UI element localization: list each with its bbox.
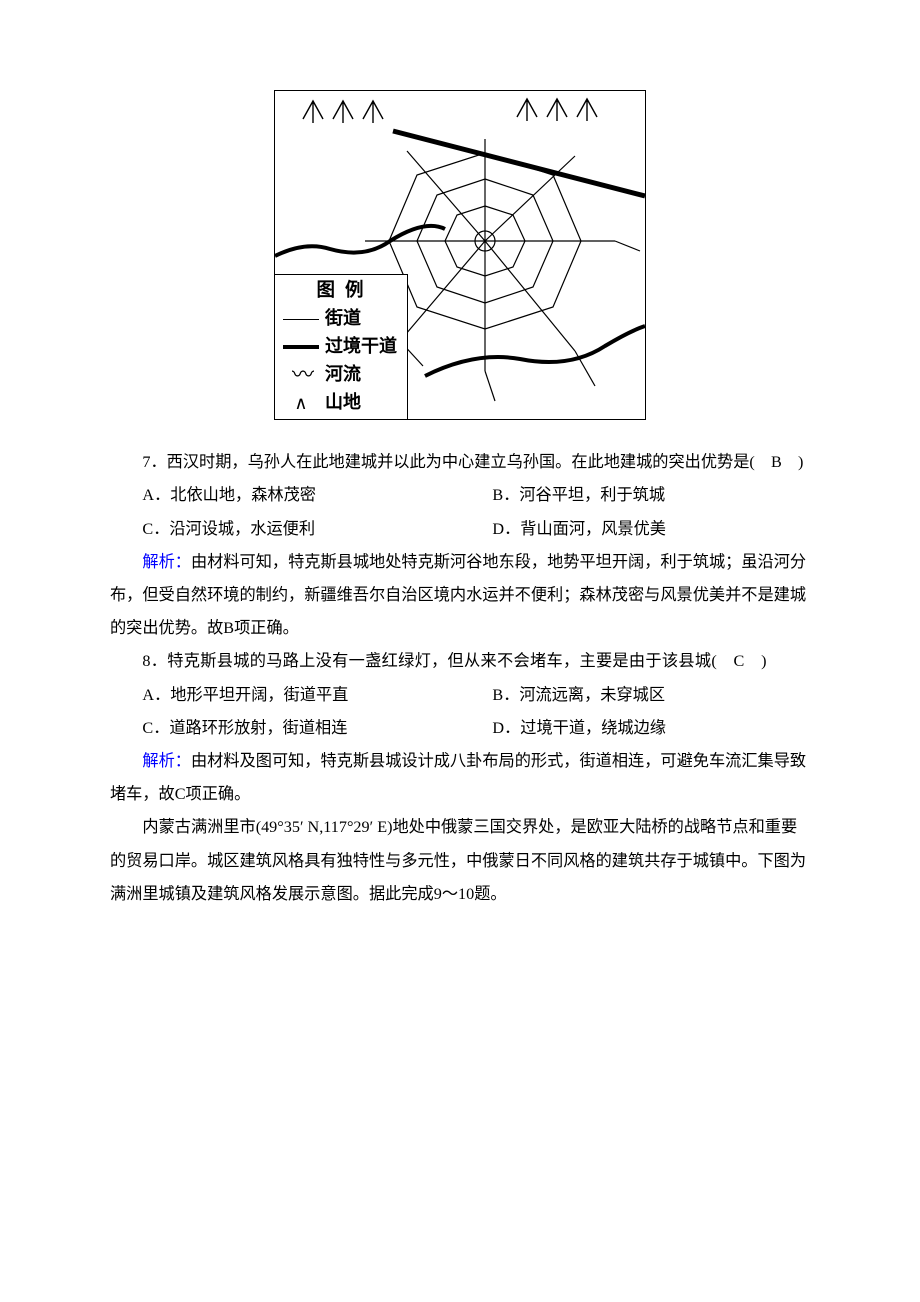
analysis-label: 解析： bbox=[142, 752, 191, 770]
q7-option-a: A．北依山地，森林茂密 bbox=[110, 479, 460, 512]
legend-label: 河流 bbox=[325, 361, 361, 389]
legend-label: 街道 bbox=[325, 305, 361, 333]
legend-item-street: 街道 bbox=[283, 305, 397, 333]
q8-analysis-text: 由材料及图可知，特克斯县城设计成八卦布局的形式，街道相连，可避免车流汇集导致堵车… bbox=[110, 752, 806, 803]
legend-label: 过境干道 bbox=[325, 333, 397, 361]
q8-option-c: C．道路环形放射，街道相连 bbox=[110, 712, 460, 745]
q8-option-d: D．过境干道，绕城边缘 bbox=[460, 712, 810, 745]
q7-analysis: 解析：由材料可知，特克斯县城地处特克斯河谷地东段，地势平坦开阔，利于筑城；虽沿河… bbox=[110, 546, 810, 646]
analysis-label: 解析： bbox=[142, 553, 191, 571]
legend-label: 山地 bbox=[325, 389, 361, 417]
map-box: 图例 街道 过境干道 〰 河流 ∧ 山地 bbox=[274, 90, 646, 420]
q7-option-d: D．背山面河，风景优美 bbox=[460, 513, 810, 546]
q8-option-a: A．地形平坦开阔，街道平直 bbox=[110, 679, 460, 712]
passage2-text: 内蒙古满洲里市(49°35′ N,117°29′ E)地处中俄蒙三国交界处，是欧… bbox=[110, 811, 810, 911]
q7-analysis-text: 由材料可知，特克斯县城地处特克斯河谷地东段，地势平坦开阔，利于筑城；虽沿河分布，… bbox=[110, 553, 806, 637]
q8-options: A．地形平坦开阔，街道平直 B．河流远离，未穿城区 C．道路环形放射，街道相连 … bbox=[110, 679, 810, 745]
figure-tekesi-map: 图例 街道 过境干道 〰 河流 ∧ 山地 bbox=[110, 90, 810, 432]
legend-item-river: 〰 河流 bbox=[283, 361, 397, 389]
legend-title: 图例 bbox=[283, 277, 397, 306]
q7-stem: 7．西汉时期，乌孙人在此地建城并以此为中心建立乌孙国。在此地建城的突出优势是( … bbox=[110, 446, 810, 479]
q7-option-c: C．沿河设城，水运便利 bbox=[110, 513, 460, 546]
q8-analysis: 解析：由材料及图可知，特克斯县城设计成八卦布局的形式，街道相连，可避免车流汇集导… bbox=[110, 745, 810, 811]
q8-option-b: B．河流远离，未穿城区 bbox=[460, 679, 810, 712]
q7-option-b: B．河谷平坦，利于筑城 bbox=[460, 479, 810, 512]
map-legend: 图例 街道 过境干道 〰 河流 ∧ 山地 bbox=[275, 274, 408, 419]
legend-item-mountain: ∧ 山地 bbox=[283, 389, 397, 417]
q8-stem: 8．特克斯县城的马路上没有一盏红绿灯，但从来不会堵车，主要是由于该县城( C ) bbox=[110, 645, 810, 678]
q7-options: A．北依山地，森林茂密 B．河谷平坦，利于筑城 C．沿河设城，水运便利 D．背山… bbox=[110, 479, 810, 545]
legend-item-bypass: 过境干道 bbox=[283, 333, 397, 361]
